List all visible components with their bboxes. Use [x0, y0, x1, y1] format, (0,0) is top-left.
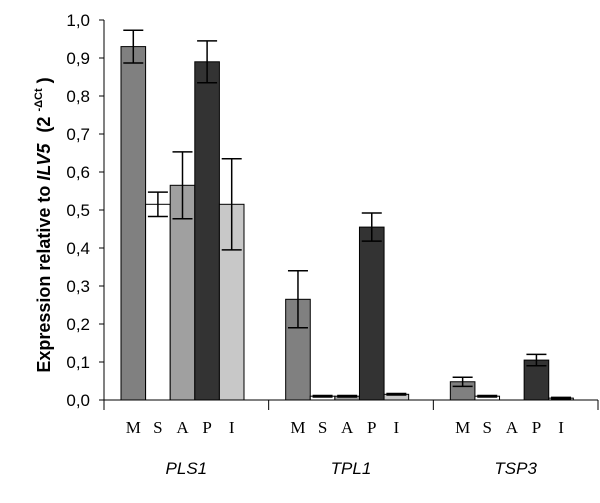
- x-tick-label: M: [290, 418, 305, 437]
- x-tick-label: S: [153, 418, 162, 437]
- y-axis-label-unit-open: (2: [34, 117, 54, 133]
- y-tick-label: 0,8: [66, 87, 90, 106]
- y-axis-label-unit-close: ): [34, 77, 54, 83]
- y-axis-label-unit-sup: -ΔCt: [33, 88, 45, 112]
- x-tick-label: M: [126, 418, 141, 437]
- group-label: TPL1: [331, 459, 372, 478]
- x-tick-label: S: [482, 418, 491, 437]
- bar-pls1-p: [194, 61, 220, 401]
- y-tick-label: 0,3: [66, 277, 90, 296]
- y-tick-label: 0,9: [66, 49, 90, 68]
- x-tick-label: I: [394, 418, 400, 437]
- group-label: TSP3: [494, 459, 537, 478]
- bar-pls1-s: [145, 203, 171, 401]
- y-tick-label: 0,2: [66, 315, 90, 334]
- y-tick-label: 0,5: [66, 201, 90, 220]
- x-tick-label: A: [506, 418, 519, 437]
- x-tick-label: A: [341, 418, 354, 437]
- y-tick-label: 1,0: [66, 11, 90, 30]
- bar-pls1-m: [120, 46, 147, 401]
- x-tick-label: A: [176, 418, 189, 437]
- y-axis-label-gene: ILV5: [34, 143, 54, 181]
- bar-tsp3-p: [523, 359, 550, 401]
- y-axis-label: Expression relative to ILV5 (2 -ΔCt ): [26, 77, 54, 372]
- x-tick-label: I: [558, 418, 564, 437]
- x-tick-label: P: [532, 418, 541, 437]
- y-tick-label: 0,4: [66, 239, 90, 258]
- bar-pls1-a: [169, 184, 196, 401]
- x-tick-label: I: [229, 418, 235, 437]
- group-label: PLS1: [166, 459, 208, 478]
- y-tick-label: 0,0: [66, 391, 90, 410]
- y-tick-label: 0,6: [66, 163, 90, 182]
- y-tick-label: 0,7: [66, 125, 90, 144]
- y-axis-label-prefix: Expression relative to: [34, 181, 54, 373]
- y-tick-label: 0,1: [66, 353, 90, 372]
- bar-tpl1-p: [358, 226, 385, 401]
- x-tick-label: P: [367, 418, 376, 437]
- plot-area: 0,00,10,20,30,40,50,60,70,80,91,0M S A P IPL…: [66, 11, 599, 478]
- x-tick-label: M: [455, 418, 470, 437]
- x-tick-label: S: [318, 418, 327, 437]
- x-tick-label: P: [202, 418, 211, 437]
